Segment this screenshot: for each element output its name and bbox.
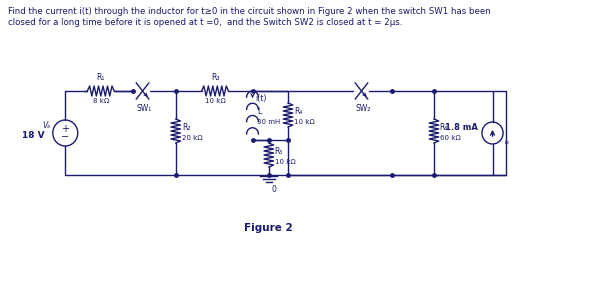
Text: 0: 0 <box>272 185 277 194</box>
Text: R₄: R₄ <box>294 106 302 115</box>
Text: 10 kΩ: 10 kΩ <box>275 159 295 165</box>
Text: 30 mH: 30 mH <box>257 119 281 125</box>
Text: SW₂: SW₂ <box>355 104 371 113</box>
Text: 1.8 mA: 1.8 mA <box>445 123 478 132</box>
Text: SW₁: SW₁ <box>136 104 152 113</box>
Text: −: − <box>61 132 70 142</box>
Text: 10 kΩ: 10 kΩ <box>294 119 314 125</box>
Text: closed for a long time before it is opened at t =0,  and the Switch SW2 is close: closed for a long time before it is open… <box>8 18 402 27</box>
Text: R₁: R₁ <box>97 73 105 82</box>
Text: Find the current i(t) through the inductor for t≥0 in the circuit shown in Figur: Find the current i(t) through the induct… <box>8 7 490 16</box>
Text: R₂: R₂ <box>182 123 191 132</box>
Text: 8 kΩ: 8 kΩ <box>92 98 109 104</box>
Text: L: L <box>257 107 262 116</box>
Text: Figure 2: Figure 2 <box>244 223 293 233</box>
Text: 18 V: 18 V <box>22 130 44 140</box>
Text: R₅: R₅ <box>275 147 283 155</box>
Text: 20 kΩ: 20 kΩ <box>182 135 203 141</box>
Text: R₆: R₆ <box>440 123 448 132</box>
Text: 60 kΩ: 60 kΩ <box>440 135 460 141</box>
Text: Iₛ: Iₛ <box>505 136 510 145</box>
Text: +: + <box>61 124 69 134</box>
Text: R₃: R₃ <box>211 73 220 82</box>
Text: Vₑ: Vₑ <box>43 121 51 130</box>
Text: 10 kΩ: 10 kΩ <box>205 98 226 104</box>
Text: i(t): i(t) <box>256 95 267 104</box>
